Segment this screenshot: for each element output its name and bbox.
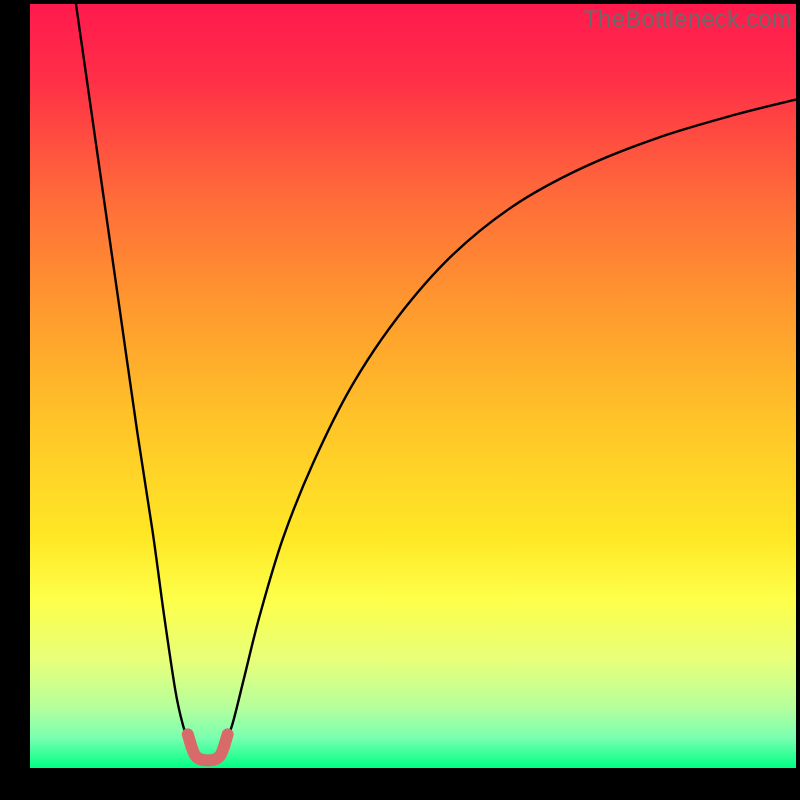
bottleneck-chart: TheBottleneck.com [0, 0, 800, 800]
trough-marker [188, 734, 228, 760]
plot-area [30, 4, 796, 768]
watermark-text: TheBottleneck.com [583, 6, 792, 34]
curve-right [225, 100, 796, 744]
curve-layer [30, 4, 796, 768]
curve-left [76, 4, 189, 744]
